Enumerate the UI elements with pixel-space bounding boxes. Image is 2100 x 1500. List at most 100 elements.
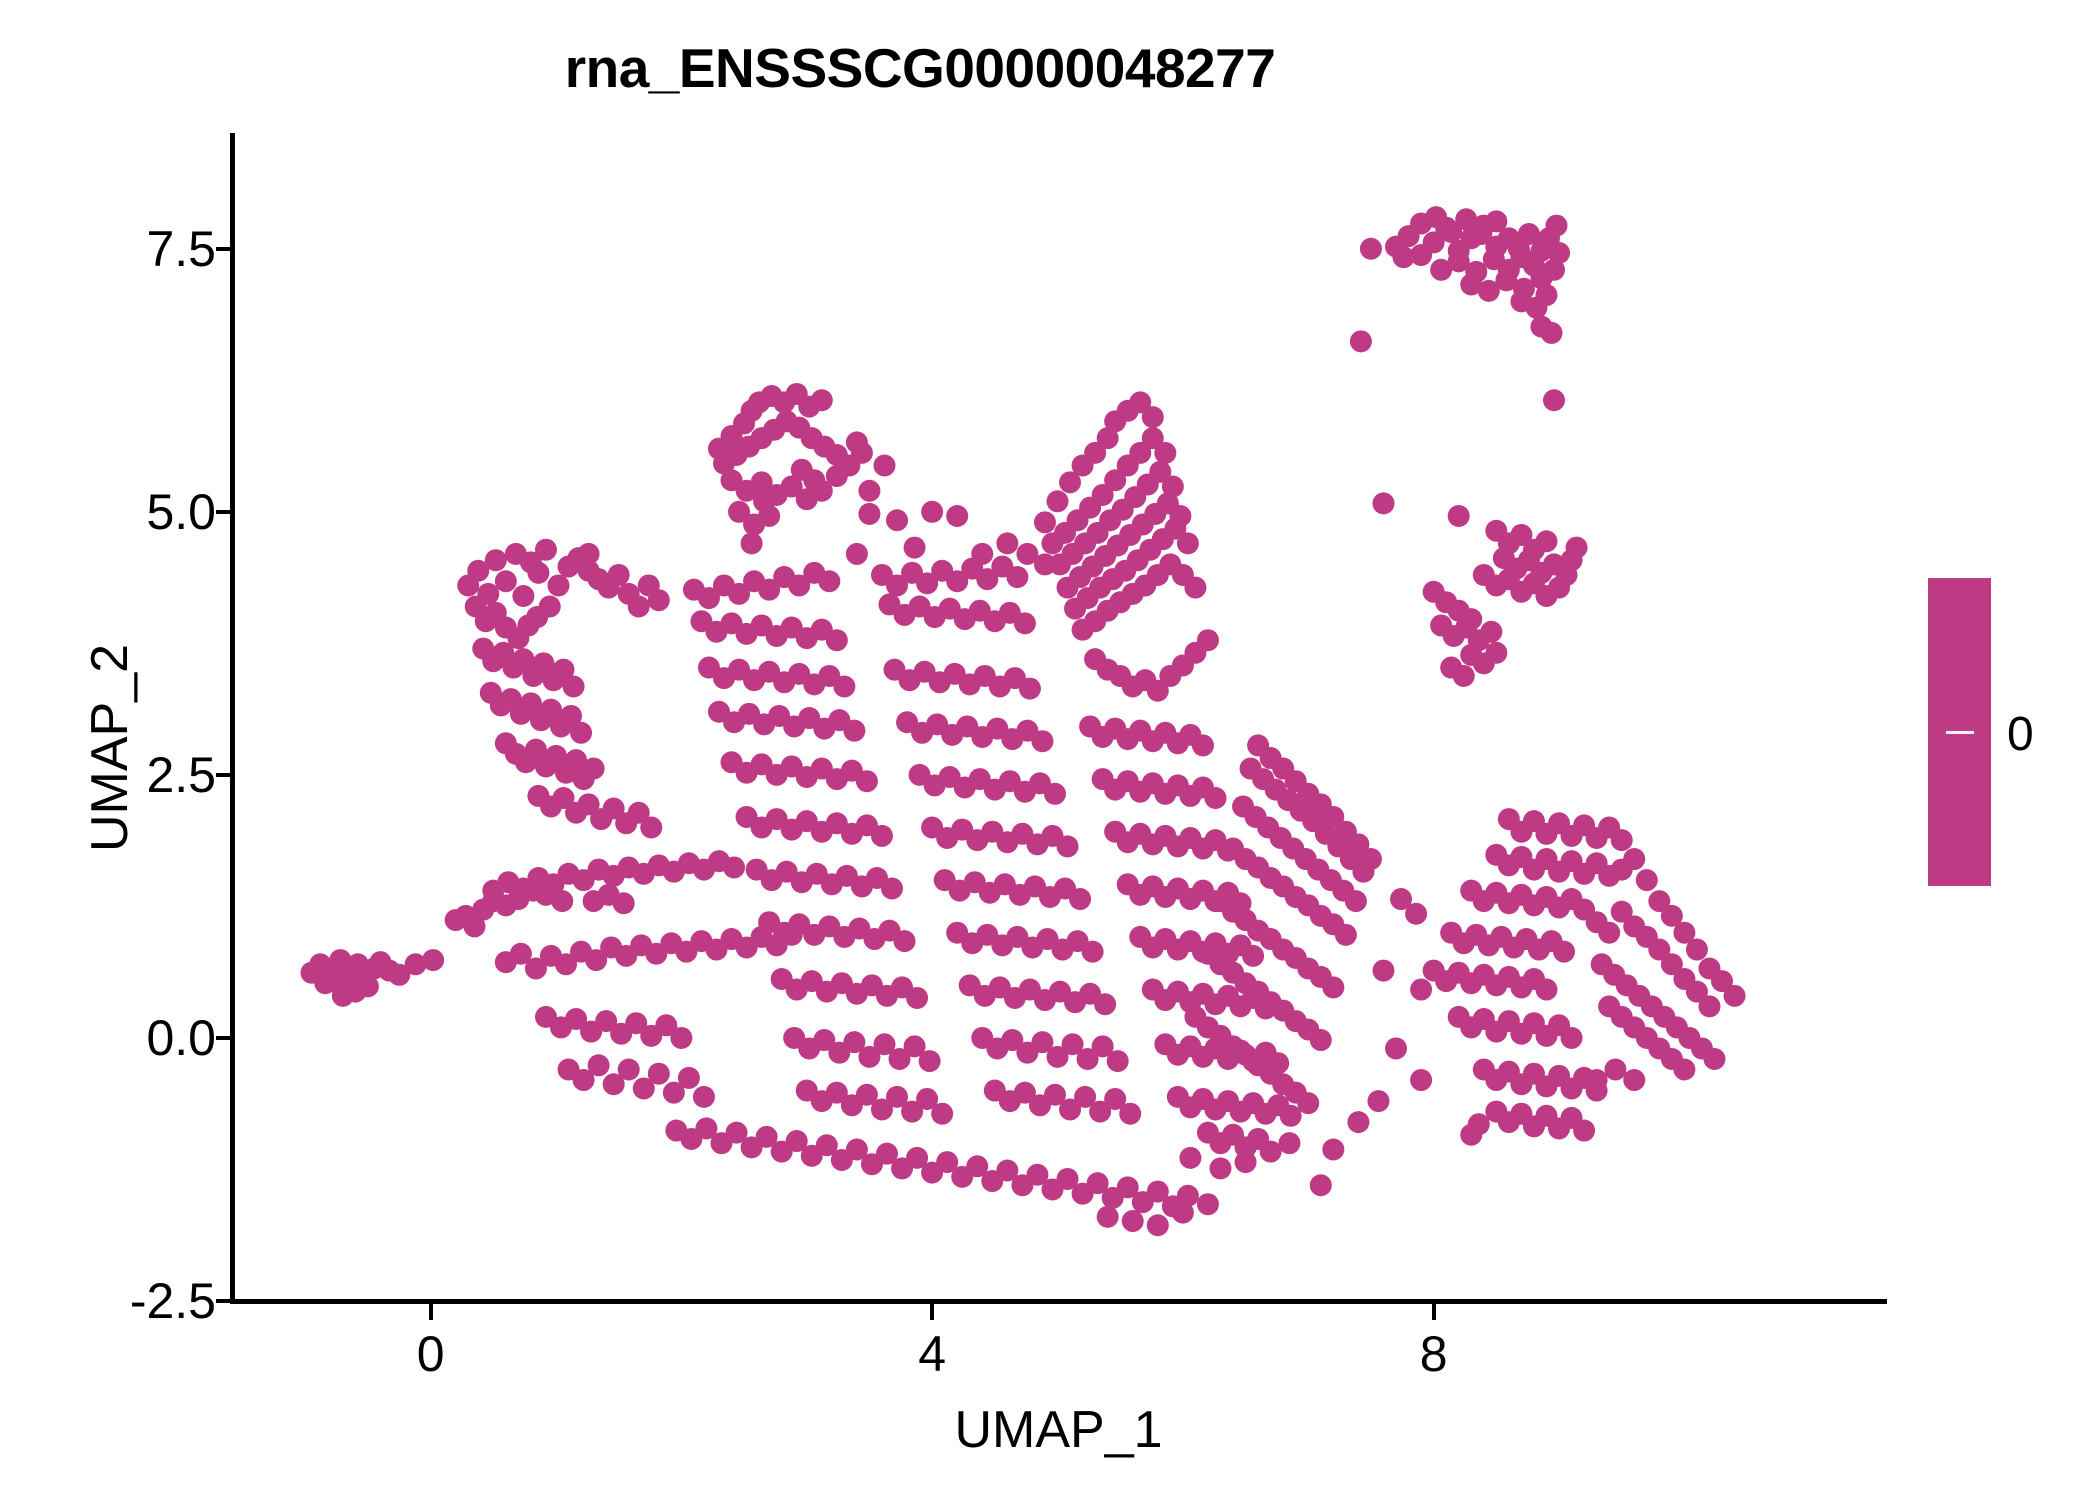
scatter-point (1016, 542, 1039, 565)
scatter-point (858, 502, 881, 525)
scatter-point (825, 629, 848, 652)
scatter-point (1660, 953, 1683, 976)
scatter-point (539, 698, 562, 721)
scatter-point (1056, 1167, 1079, 1190)
scatter-point (1204, 787, 1227, 810)
scatter-point (1149, 460, 1172, 483)
scatter-point (1309, 1174, 1332, 1197)
scatter-point (1279, 1104, 1302, 1127)
scatter-point (1096, 427, 1119, 450)
scatter-point (1367, 1090, 1390, 1113)
scatter-point (509, 942, 532, 965)
scatter-point (512, 648, 535, 671)
scatter-point (570, 721, 593, 744)
scatter-point (534, 538, 557, 561)
scatter-point (1164, 517, 1187, 540)
scatter-point (916, 1087, 939, 1110)
scatter-point (1495, 269, 1518, 292)
scatter-point (1447, 250, 1470, 273)
colorbar-legend: 0 (1928, 578, 2078, 918)
scatter-point (815, 1134, 838, 1157)
scatter-point (1610, 829, 1633, 852)
scatter-point (1510, 523, 1533, 546)
scatter-point (1031, 730, 1054, 753)
scatter-point (753, 490, 776, 513)
scatter-point (1440, 220, 1463, 243)
scatter-point (1129, 391, 1152, 414)
x-axis-tick-mark (1431, 1304, 1436, 1320)
scatter-point (1033, 553, 1056, 576)
scatter-point (873, 1033, 896, 1056)
scatter-point (494, 570, 517, 593)
scatter-point (1209, 1157, 1232, 1180)
scatter-point (1372, 492, 1395, 515)
scatter-point (1091, 1035, 1114, 1058)
scatter-point (524, 957, 547, 980)
scatter-point (538, 595, 561, 618)
scatter-point (1242, 944, 1265, 967)
scatter-point (595, 1010, 618, 1033)
scatter-point (1176, 532, 1199, 555)
scatter-point (946, 570, 969, 593)
scatter-point (916, 572, 939, 595)
scatter-point (551, 890, 574, 913)
scatter-point (662, 1081, 685, 1104)
y-axis-line (230, 133, 235, 1304)
scatter-point (845, 542, 868, 565)
scatter-point (1013, 612, 1036, 635)
scatter-point (1410, 978, 1433, 1001)
scatter-point (1046, 1045, 1069, 1068)
scatter-point (692, 1085, 715, 1108)
scatter-point (858, 1045, 881, 1068)
scatter-point (577, 793, 600, 816)
y-axis-tick-label: 0.0 (146, 1009, 216, 1066)
scatter-point (881, 877, 903, 900)
scatter-point (1129, 441, 1152, 464)
scatter-point (467, 559, 490, 582)
scatter-point (552, 658, 575, 681)
scatter-point (1001, 1029, 1024, 1052)
scatter-point (1548, 241, 1571, 264)
scatter-point (1352, 860, 1375, 883)
scatter-point (617, 1058, 640, 1081)
scatter-point (1673, 1058, 1696, 1081)
scatter-point (602, 797, 625, 820)
scatter-point (1422, 231, 1445, 254)
scatter-point (512, 584, 535, 607)
scatter-point (1543, 258, 1565, 281)
scatter-point (1685, 938, 1708, 961)
scatter-point (1146, 1180, 1169, 1203)
x-axis-label: UMAP_1 (954, 1401, 1163, 1459)
scatter-point (1171, 1201, 1194, 1224)
scatter-point (725, 1121, 748, 1144)
scatter-point (931, 1102, 954, 1125)
scatter-point (1061, 1033, 1084, 1056)
scatter-point (903, 536, 926, 559)
scatter-point (1349, 330, 1372, 353)
scatter-point (845, 431, 868, 454)
scatter-point (893, 930, 916, 953)
scatter-point (1480, 620, 1503, 643)
scatter-point (1535, 530, 1558, 553)
scatter-point (1573, 1119, 1596, 1142)
scatter-point (532, 652, 555, 675)
scatter-point (1648, 890, 1671, 913)
scatter-point (572, 1069, 595, 1092)
scatter-point (647, 1062, 670, 1085)
scatter-point (1560, 1026, 1583, 1049)
scatter-point (1026, 1163, 1049, 1186)
scatter-point (1141, 406, 1164, 429)
scatter-point (1146, 679, 1169, 702)
scatter-point (996, 1159, 1019, 1182)
scatter-point (886, 509, 909, 532)
y-axis-tick-label: 5.0 (146, 483, 216, 540)
scatter-point (1141, 427, 1164, 450)
scatter-point (1056, 835, 1079, 858)
scatter-point (833, 675, 856, 698)
scatter-point (1234, 1151, 1257, 1174)
scatter-point (1623, 1069, 1646, 1092)
scatter-point (1104, 1087, 1127, 1110)
scatter-point (1074, 1085, 1097, 1108)
scatter-point (1598, 921, 1621, 944)
scatter-point (1161, 475, 1184, 498)
